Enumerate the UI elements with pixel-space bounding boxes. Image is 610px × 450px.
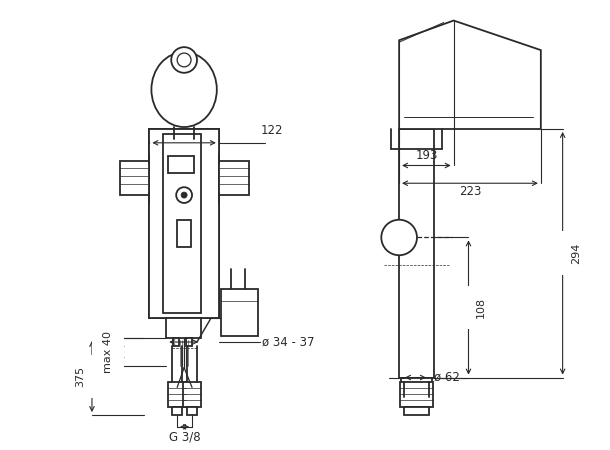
Circle shape [181,192,187,198]
Bar [168,156,194,173]
Bar [167,318,201,338]
Text: 294: 294 [572,243,581,264]
Bar [221,289,259,336]
Text: G 3/8: G 3/8 [169,431,201,444]
Bar [149,129,219,318]
Bar [173,338,179,346]
Bar [400,382,433,407]
Bar [187,407,197,415]
Bar [399,129,434,378]
Bar [186,338,192,346]
Text: 193: 193 [415,148,437,162]
Text: 223: 223 [459,185,481,198]
Bar [172,407,182,415]
Bar [183,382,201,407]
Polygon shape [399,21,541,129]
Text: 375: 375 [75,366,85,387]
Bar [177,220,191,248]
Text: ø 34 - 37: ø 34 - 37 [262,336,315,348]
Bar [404,407,429,415]
Bar [219,161,248,195]
Circle shape [176,187,192,203]
Ellipse shape [151,52,217,127]
Bar [401,378,432,397]
Text: 122: 122 [260,124,283,137]
Bar [163,134,201,313]
Text: ø 62: ø 62 [434,371,460,384]
Text: 108: 108 [475,297,486,318]
Circle shape [171,47,197,73]
Bar [120,161,149,195]
Text: max 40: max 40 [103,331,113,373]
Bar [149,129,219,318]
Circle shape [381,220,417,255]
Circle shape [177,53,191,67]
Bar [168,382,186,407]
